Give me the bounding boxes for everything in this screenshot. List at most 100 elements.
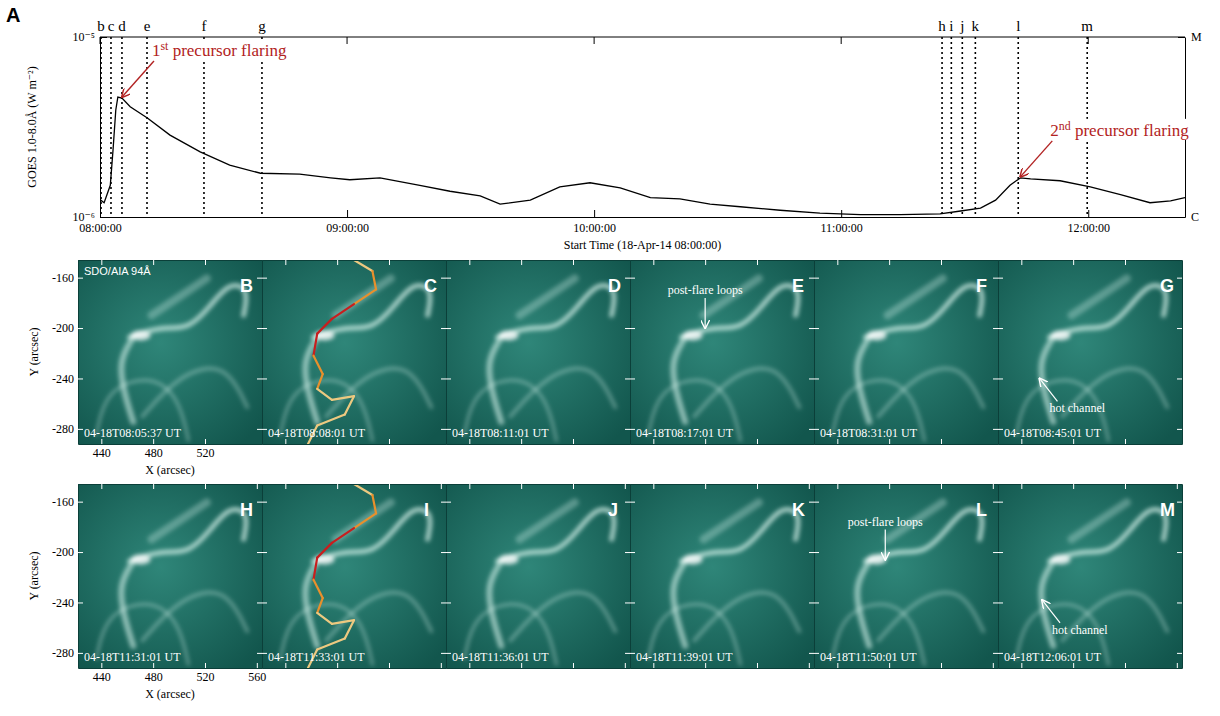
image-y-axis-right-tick	[1177, 502, 1182, 503]
image-x-axis-top-tick	[285, 484, 286, 489]
image-y-axis-tick	[446, 602, 451, 603]
image-y-axis-right-tick	[257, 552, 262, 553]
image-y-axis-tick	[630, 328, 635, 329]
image-y-axis-tick-mark	[814, 602, 819, 603]
image-y-axis	[998, 485, 1003, 669]
image-background	[78, 260, 262, 444]
image-x-axis-top-tick	[1073, 260, 1074, 265]
image-y-axis-right-tick-mark	[625, 278, 630, 279]
image-y-axis-tick	[814, 278, 819, 279]
image-x-axis-top-tick-mark	[205, 484, 206, 489]
image-x-axis-top-tick	[521, 260, 522, 265]
image-y-axis-tick-mark	[814, 552, 819, 553]
y2-axis-tick-mark	[1178, 217, 1185, 218]
image-panel	[78, 260, 262, 444]
image-x-axis-top-tick-mark	[1073, 484, 1074, 489]
image-x-axis-top-tick	[153, 260, 154, 265]
neutral-line	[354, 260, 372, 271]
text-superscript: nd	[1059, 119, 1071, 133]
image-y-axis-right-tick-mark	[257, 429, 262, 430]
image-y-axis-line	[446, 485, 447, 669]
image-background	[630, 484, 814, 668]
image-y-axis-tick-label: -200	[52, 321, 74, 335]
image-y-axis-tick	[446, 552, 451, 553]
image-y-axis-right-tick-mark	[809, 429, 814, 430]
image-x-axis-line	[263, 444, 447, 445]
coronal-loop	[520, 278, 575, 315]
image-features	[832, 502, 983, 664]
image-x-axis-top-tick-mark	[469, 484, 470, 489]
image-y-axis-right-line	[630, 485, 631, 669]
image-y-axis-tick: -160	[52, 271, 83, 285]
image-y-axis-line	[630, 485, 631, 669]
image-x-axis-top-tick	[837, 260, 838, 265]
image-x-axis-tick	[441, 663, 442, 668]
image-panel	[814, 260, 998, 444]
image-x-axis-tick-mark	[941, 439, 942, 444]
image-x-axis-tick	[573, 663, 574, 668]
image-x-axis-top-line	[815, 484, 999, 485]
image-x-axis-tick-label: 520	[196, 446, 214, 460]
annotation-background	[150, 39, 289, 60]
image-x-axis-tick: 520	[196, 439, 214, 460]
image-x-axis-top-tick-mark	[573, 484, 574, 489]
timestamp: 04-18T08:31:01 UT	[820, 426, 918, 440]
coronal-loop	[326, 593, 431, 641]
image-y-axis-right-tick-mark	[257, 328, 262, 329]
bright-kernel	[499, 554, 519, 564]
neutral-line	[317, 613, 332, 624]
panel-label: L	[976, 500, 987, 520]
image-y-axis-tick	[998, 278, 1003, 279]
image-x-axis-top-tick	[1021, 484, 1022, 489]
image-y-axis-right-tick	[809, 552, 814, 553]
image-y-axis-tick	[446, 378, 451, 379]
coronal-loop	[489, 337, 501, 422]
image-features	[96, 278, 247, 440]
timestamp: 04-18T08:08:01 UT	[268, 426, 366, 440]
image-x-axis-tick: 480	[145, 439, 163, 460]
image-x-axis-tick-mark	[625, 663, 626, 668]
neutral-line	[332, 396, 354, 400]
event-line	[975, 37, 977, 217]
image-panel	[814, 484, 998, 668]
image-y-axis-right-tick	[993, 602, 998, 603]
coronal-loop	[673, 561, 685, 646]
neutral-line	[372, 495, 376, 513]
image-y-axis-right	[441, 261, 447, 445]
image-y-axis-right-tick-mark	[441, 328, 446, 329]
annotation-background	[1048, 119, 1191, 140]
neutral-line	[345, 620, 354, 638]
neutral-line	[317, 374, 323, 389]
image-x-axis-tick: 440	[93, 663, 111, 684]
image-x-axis-top-line	[79, 484, 263, 485]
x-axis-tick-label: 11:00:00	[821, 221, 863, 235]
image-y-axis-right-tick	[257, 502, 262, 503]
image-features	[280, 278, 431, 440]
image-x-axis-top-tick	[1177, 484, 1178, 489]
event-line	[261, 37, 263, 217]
image-y-axis-tick-mark	[630, 429, 635, 430]
panel-label: F	[976, 276, 987, 296]
image-x-axis-tick-label: 520	[196, 670, 214, 684]
image-y-axis-tick-mark	[630, 278, 635, 279]
event-line	[146, 37, 148, 217]
image-background	[446, 484, 630, 668]
image-y-axis-right-tick	[1177, 602, 1182, 603]
image-x-axis-tick	[809, 663, 810, 668]
image-x-axis-top-line	[815, 260, 999, 261]
image-y-axis-right-tick	[809, 602, 814, 603]
y-axis-title: GOES 1.0-8.0Å (W m⁻²)	[25, 66, 39, 187]
x-axis-tick-mark	[1088, 210, 1089, 217]
image-x-axis-top-line	[631, 260, 815, 261]
image-x-axis-top-tick-mark	[653, 484, 654, 489]
image-y-axis-right-tick-mark	[993, 328, 998, 329]
timestamp: 04-18T08:17:01 UT	[636, 426, 734, 440]
image-y-axis-tick: -280	[52, 422, 83, 436]
image-y-axis-right-tick	[441, 429, 446, 430]
image-x-axis-top-tick	[653, 484, 654, 489]
event-label: e	[144, 18, 151, 34]
image-x-axis-top-tick	[1073, 484, 1074, 489]
image-x-axis-top-tick	[941, 260, 942, 265]
image-y-axis-right-tick-mark	[809, 378, 814, 379]
image-y-axis-right-tick	[993, 278, 998, 279]
